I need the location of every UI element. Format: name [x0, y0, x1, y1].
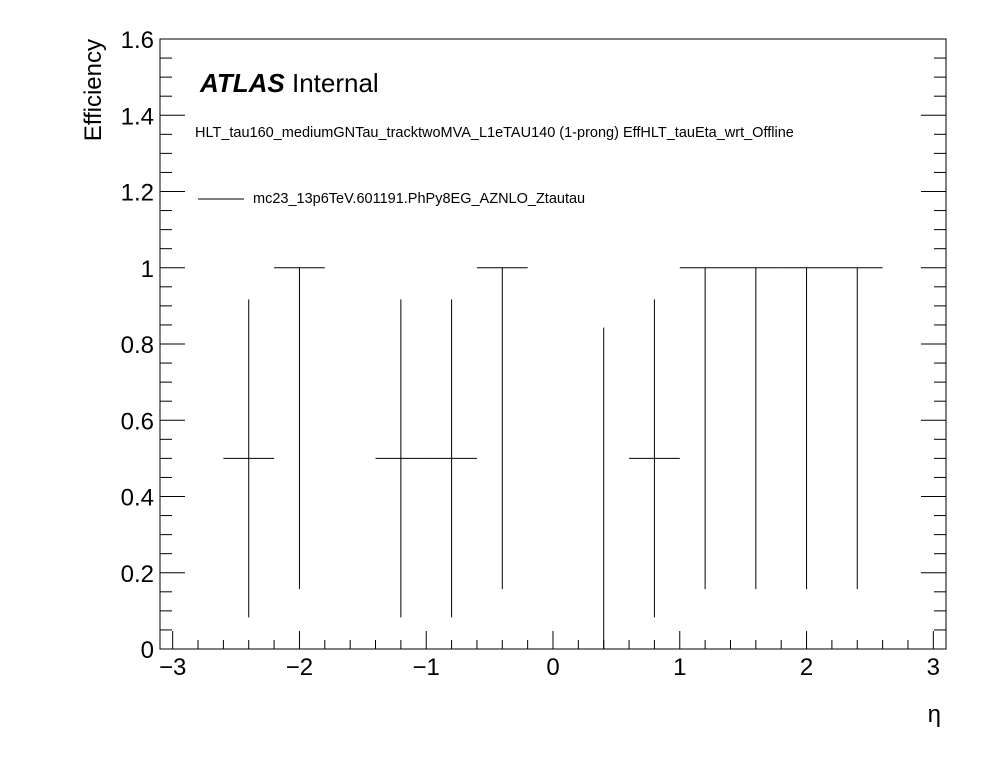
y-tick-label: 0.2 — [121, 561, 154, 588]
atlas-experiment-label: ATLAS — [199, 68, 285, 98]
y-tick-label: 1.6 — [121, 27, 154, 54]
y-tick-label: 1 — [141, 256, 154, 283]
data-points — [223, 267, 883, 649]
data-point — [223, 299, 275, 618]
x-tick-label: −1 — [413, 654, 440, 681]
x-tick-label: 0 — [546, 654, 559, 681]
data-point — [426, 299, 477, 618]
x-tick-label: 1 — [673, 654, 686, 681]
atlas-label: ATLAS Internal — [199, 68, 379, 98]
y-axis-label: Efficiency — [80, 39, 107, 141]
data-point — [831, 267, 883, 590]
plot-annotation: HLT_tau160_mediumGNTau_tracktwoMVA_L1eTA… — [195, 125, 794, 141]
atlas-status-label: Internal — [292, 68, 379, 98]
y-tick-label: 1.4 — [121, 103, 154, 130]
data-point — [629, 299, 680, 618]
x-tick-label: −2 — [286, 654, 313, 681]
data-point — [781, 267, 832, 590]
y-tick-label: 0.8 — [121, 332, 154, 359]
data-point — [679, 267, 731, 590]
x-tick-label: 3 — [927, 654, 940, 681]
x-tick-label: −3 — [159, 654, 186, 681]
x-axis-label: η — [928, 701, 941, 728]
legend-entry-label: mc23_13p6TeV.601191.PhPy8EG_AZNLO_Ztauta… — [253, 191, 585, 207]
x-axis-ticks: −3 −2 −1 0 1 2 3 — [159, 631, 940, 681]
y-tick-label: 1.2 — [121, 180, 154, 207]
data-point — [274, 267, 325, 590]
data-point — [730, 267, 782, 590]
y-tick-label: 0.4 — [121, 485, 154, 512]
y-tick-label: 0 — [141, 637, 154, 664]
x-tick-label: 2 — [800, 654, 813, 681]
data-point — [375, 299, 427, 618]
y-axis-ticks: 0 0.2 0.4 0.6 0.8 1 1.2 1.4 1.6 — [121, 27, 946, 664]
data-point — [476, 267, 528, 590]
y-tick-label: 0.6 — [121, 408, 154, 435]
